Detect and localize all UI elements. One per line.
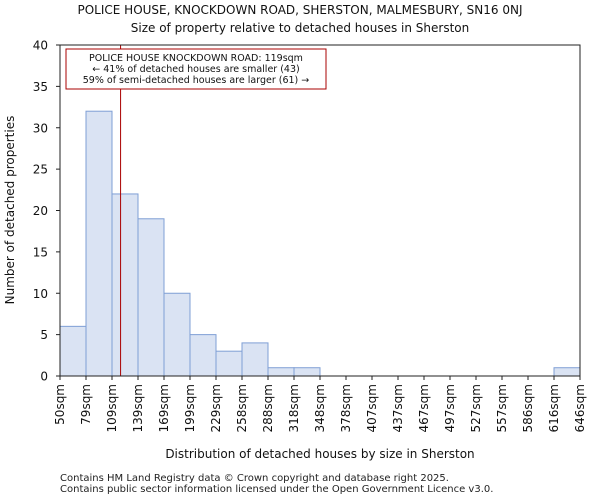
footer-line-1: Contains HM Land Registry data © Crown c… [60,473,449,484]
x-tick-label: 497sqm [443,384,457,432]
x-tick-label: 527sqm [469,384,483,432]
bars-group [59,110,581,377]
x-tick-label: 229sqm [209,384,223,432]
y-tick-label: 30 [33,121,48,135]
bar-616sqm [553,367,581,377]
annotation-line-3: 59% of semi-detached houses are larger (… [83,75,310,86]
x-tick-label: 50sqm [53,384,67,425]
x-tick-label: 199sqm [183,384,197,432]
bar-109sqm [111,193,139,377]
x-tick-label: 79sqm [79,384,93,425]
annotation-line-1: POLICE HOUSE KNOCKDOWN ROAD: 119sqm [89,53,303,64]
bar-79sqm [85,110,113,377]
x-tick-label: 467sqm [417,384,431,432]
x-tick-label: 169sqm [157,384,171,432]
x-tick-label: 646sqm [573,384,587,432]
x-tick-label: 318sqm [287,384,301,432]
y-axis-ticks: 0 5 10 15 20 25 30 35 40 [33,39,60,384]
y-tick-label: 10 [33,287,48,301]
bar-199sqm [189,334,217,377]
x-axis-label: Distribution of detached houses by size … [165,447,474,461]
x-tick-label: 616sqm [547,384,561,432]
x-tick-label: 557sqm [495,384,509,432]
y-tick-label: 0 [40,370,48,384]
x-tick-label: 139sqm [131,384,145,432]
bar-288sqm [267,367,295,377]
x-tick-label: 258sqm [235,384,249,432]
x-axis-ticks: 50sqm 79sqm 109sqm 139sqm 169sqm 199sqm 229sqm… [53,376,587,432]
x-tick-label: 109sqm [105,384,119,432]
footer-line-2: Contains public sector information licen… [60,484,494,495]
y-tick-label: 25 [33,163,48,177]
x-tick-label: 288sqm [261,384,275,432]
chart-subtitle: Size of property relative to detached ho… [131,21,469,35]
chart-title: POLICE HOUSE, KNOCKDOWN ROAD, SHERSTON, … [77,3,522,17]
x-tick-label: 586sqm [521,384,535,432]
y-tick-label: 20 [33,204,48,218]
annotation-box: POLICE HOUSE KNOCKDOWN ROAD: 119sqm ← 41… [65,48,327,90]
x-tick-label: 407sqm [365,384,379,432]
bar-258sqm [241,342,269,377]
y-tick-label: 5 [40,328,48,342]
x-tick-label: 348sqm [313,384,327,432]
bar-139sqm [137,218,165,377]
plot-frame [59,44,581,377]
footer: Contains HM Land Registry data © Crown c… [60,473,493,495]
bar-318sqm [293,367,321,377]
x-tick-label: 378sqm [339,384,353,432]
bar-50sqm [59,325,87,377]
y-tick-label: 15 [33,245,48,259]
annotation-line-2: ← 41% of detached houses are smaller (43… [92,64,299,75]
y-axis-label: Number of detached properties [3,116,17,305]
x-tick-label: 437sqm [391,384,405,432]
y-tick-label: 35 [33,80,48,94]
bar-169sqm [163,292,191,377]
y-tick-label: 40 [33,39,48,53]
bar-229sqm [215,350,243,377]
